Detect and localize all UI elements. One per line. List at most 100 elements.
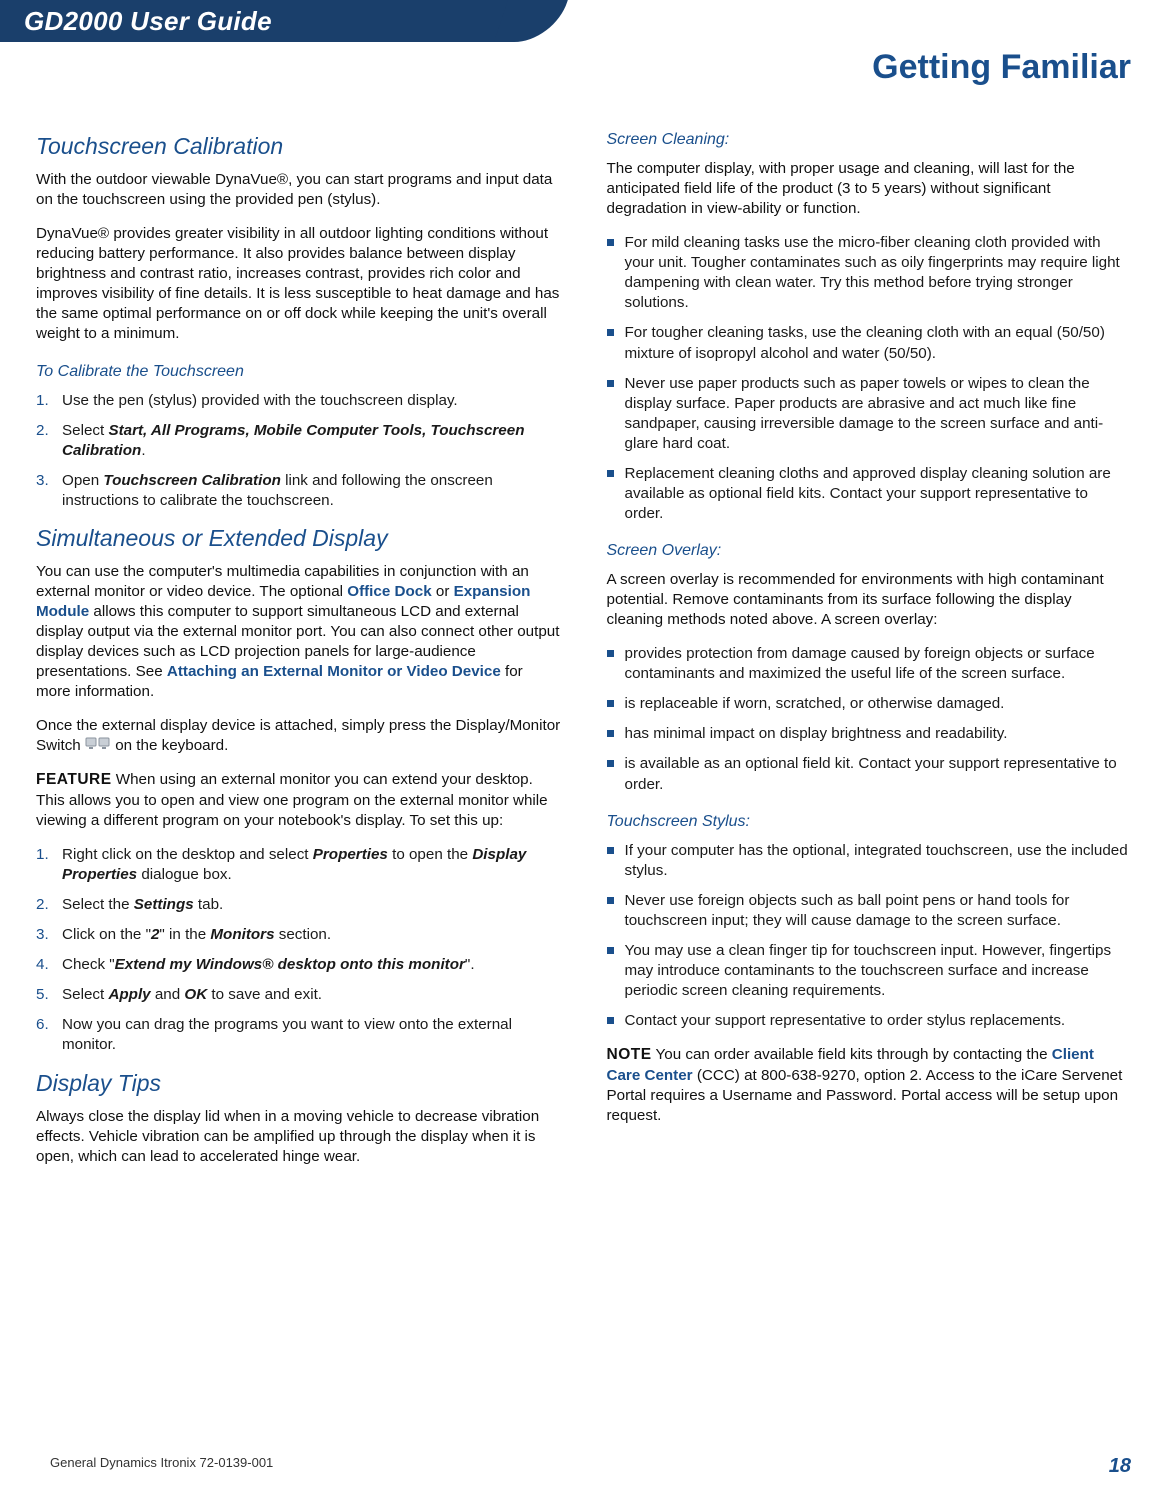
run: is available as an optional field kit. C… bbox=[625, 755, 1117, 792]
run: Open bbox=[62, 472, 103, 489]
run: You may use a clean finger tip for touch… bbox=[625, 942, 1112, 999]
list-item: Open Touchscreen Calibration link and fo… bbox=[36, 471, 561, 511]
run: Right click on the desktop and select bbox=[62, 846, 313, 863]
list-item: Now you can drag the programs you want t… bbox=[36, 1015, 561, 1055]
bold-run: Monitors bbox=[210, 926, 274, 943]
run: is replaceable if worn, scratched, or ot… bbox=[625, 695, 1005, 712]
run: Click on the " bbox=[62, 926, 151, 943]
run: Never use foreign objects such as ball p… bbox=[625, 892, 1070, 929]
list-item: Select Apply and OK to save and exit. bbox=[36, 985, 561, 1005]
footer-docid: General Dynamics Itronix 72-0139-001 bbox=[50, 1455, 273, 1478]
paragraph: The computer display, with proper usage … bbox=[607, 159, 1132, 219]
run: Select bbox=[62, 986, 108, 1003]
list-item: Never use foreign objects such as ball p… bbox=[607, 891, 1132, 931]
list-item: is available as an optional field kit. C… bbox=[607, 754, 1132, 794]
paragraph: DynaVue® provides greater visibility in … bbox=[36, 224, 561, 344]
run: Check " bbox=[62, 956, 115, 973]
content-columns: Touchscreen Calibration With the outdoor… bbox=[0, 87, 1167, 1191]
run: to open the bbox=[388, 846, 472, 863]
heading-simultaneous-display: Simultaneous or Extended Display bbox=[36, 525, 561, 552]
paragraph: You can use the computer's multimedia ca… bbox=[36, 562, 561, 702]
paragraph: Always close the display lid when in a m… bbox=[36, 1107, 561, 1167]
bold-run: OK bbox=[184, 986, 207, 1003]
list-item: For mild cleaning tasks use the micro-fi… bbox=[607, 233, 1132, 313]
list-item: is replaceable if worn, scratched, or ot… bbox=[607, 694, 1132, 714]
cleaning-bullets: For mild cleaning tasks use the micro-fi… bbox=[607, 233, 1132, 524]
list-item: For tougher cleaning tasks, use the clea… bbox=[607, 323, 1132, 363]
link-office-dock[interactable]: Office Dock bbox=[347, 583, 431, 600]
note-lead: NOTE bbox=[607, 1046, 652, 1063]
section-title: Getting Familiar bbox=[872, 48, 1131, 86]
run: Now you can drag the programs you want t… bbox=[62, 1016, 512, 1053]
list-item: Never use paper products such as paper t… bbox=[607, 374, 1132, 454]
bold-run: Extend my Windows® desktop onto this mon… bbox=[115, 956, 465, 973]
run: or bbox=[432, 583, 454, 600]
run: dialogue box. bbox=[137, 866, 232, 883]
display-monitor-switch-icon bbox=[85, 736, 111, 756]
heading-screen-overlay: Screen Overlay: bbox=[607, 542, 1132, 560]
link-attaching-monitor[interactable]: Attaching an External Monitor or Video D… bbox=[167, 663, 501, 680]
list-item: Click on the "2" in the Monitors section… bbox=[36, 925, 561, 945]
run: and bbox=[151, 986, 185, 1003]
list-item: Select the Settings tab. bbox=[36, 895, 561, 915]
run: When using an external monitor you can e… bbox=[36, 771, 548, 829]
bold-run: Start, All Programs, Mobile Computer Too… bbox=[62, 422, 524, 459]
heading-screen-cleaning: Screen Cleaning: bbox=[607, 131, 1132, 149]
list-item: Check "Extend my Windows® desktop onto t… bbox=[36, 955, 561, 975]
list-item: Right click on the desktop and select Pr… bbox=[36, 845, 561, 885]
run: For mild cleaning tasks use the micro-fi… bbox=[625, 234, 1120, 311]
run: on the keyboard. bbox=[115, 737, 228, 754]
run: " in the bbox=[159, 926, 210, 943]
bold-run: Properties bbox=[313, 846, 388, 863]
overlay-bullets: provides protection from damage caused b… bbox=[607, 644, 1132, 794]
run: Contact your support representative to o… bbox=[625, 1012, 1066, 1029]
list-item: provides protection from damage caused b… bbox=[607, 644, 1132, 684]
run: Select bbox=[62, 422, 108, 439]
note-paragraph: NOTE You can order available field kits … bbox=[607, 1045, 1132, 1126]
run: For tougher cleaning tasks, use the clea… bbox=[625, 324, 1105, 361]
run: tab. bbox=[194, 896, 224, 913]
heading-display-tips: Display Tips bbox=[36, 1070, 561, 1097]
calibrate-steps: Use the pen (stylus) provided with the t… bbox=[36, 391, 561, 511]
run: You can order available field kits throu… bbox=[652, 1046, 1052, 1063]
bold-run: Apply bbox=[108, 986, 150, 1003]
stylus-bullets: If your computer has the optional, integ… bbox=[607, 841, 1132, 1032]
run: Replacement cleaning cloths and approved… bbox=[625, 465, 1111, 522]
page-root: GD2000 User Guide Getting Familiar Touch… bbox=[0, 0, 1167, 1496]
list-item: Contact your support representative to o… bbox=[607, 1011, 1132, 1031]
heading-calibrate: To Calibrate the Touchscreen bbox=[36, 363, 561, 381]
run: ". bbox=[465, 956, 475, 973]
list-item: has minimal impact on display brightness… bbox=[607, 724, 1132, 744]
run: provides protection from damage caused b… bbox=[625, 645, 1095, 682]
feature-paragraph: FEATURE When using an external monitor y… bbox=[36, 770, 561, 831]
paragraph: Once the external display device is atta… bbox=[36, 716, 561, 756]
list-item: Use the pen (stylus) provided with the t… bbox=[36, 391, 561, 411]
list-item: If your computer has the optional, integ… bbox=[607, 841, 1132, 881]
run: Select the bbox=[62, 896, 134, 913]
run: has minimal impact on display brightness… bbox=[625, 725, 1008, 742]
header-bar: GD2000 User Guide bbox=[0, 0, 525, 42]
extend-steps: Right click on the desktop and select Pr… bbox=[36, 845, 561, 1056]
right-column: Screen Cleaning: The computer display, w… bbox=[607, 127, 1132, 1181]
bold-run: Touchscreen Calibration bbox=[103, 472, 281, 489]
run: . bbox=[141, 442, 145, 459]
feature-lead: FEATURE bbox=[36, 771, 112, 788]
list-item: You may use a clean finger tip for touch… bbox=[607, 941, 1132, 1001]
run: to save and exit. bbox=[207, 986, 322, 1003]
run: Never use paper products such as paper t… bbox=[625, 375, 1104, 452]
run: section. bbox=[275, 926, 332, 943]
page-footer: General Dynamics Itronix 72-0139-001 18 bbox=[0, 1455, 1167, 1478]
heading-touchscreen-calibration: Touchscreen Calibration bbox=[36, 133, 561, 160]
heading-touchscreen-stylus: Touchscreen Stylus: bbox=[607, 813, 1132, 831]
footer-page-number: 18 bbox=[1109, 1455, 1131, 1478]
section-title-row: Getting Familiar bbox=[0, 40, 1167, 87]
paragraph: With the outdoor viewable DynaVue®, you … bbox=[36, 170, 561, 210]
guide-title: GD2000 User Guide bbox=[24, 6, 272, 37]
bold-run: Settings bbox=[134, 896, 194, 913]
paragraph: A screen overlay is recommended for envi… bbox=[607, 570, 1132, 630]
step-text: Use the pen (stylus) provided with the t… bbox=[62, 392, 458, 409]
run: If your computer has the optional, integ… bbox=[625, 842, 1128, 879]
list-item: Replacement cleaning cloths and approved… bbox=[607, 464, 1132, 524]
left-column: Touchscreen Calibration With the outdoor… bbox=[36, 127, 561, 1181]
list-item: Select Start, All Programs, Mobile Compu… bbox=[36, 421, 561, 461]
